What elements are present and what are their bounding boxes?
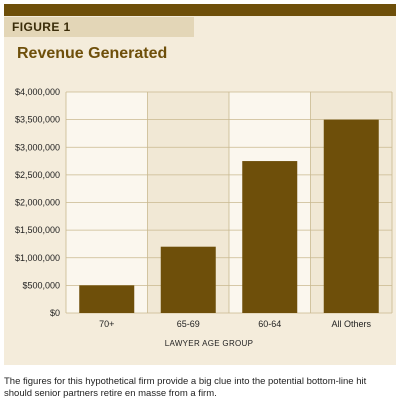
- bars: [79, 119, 379, 313]
- x-tick-label: 65-69: [177, 319, 200, 329]
- x-tick-label: 60-64: [258, 319, 281, 329]
- bar: [160, 246, 216, 313]
- y-axis-ticks: $0 $500,000 $1,000,000 $1,500,000 $2,000,000…: [15, 87, 60, 318]
- bar: [242, 161, 298, 313]
- x-tick-label: 70+: [99, 319, 114, 329]
- y-tick-label: $2,500,000: [15, 170, 60, 180]
- y-tick-label: $0: [50, 308, 60, 318]
- bar-chart: $0 $500,000 $1,000,000 $1,500,000 $2,000,000…: [15, 87, 393, 348]
- y-tick-label: $4,000,000: [15, 87, 60, 97]
- bar: [323, 119, 379, 313]
- y-tick-label: $1,500,000: [15, 225, 60, 235]
- figure-top-bar: [4, 4, 396, 16]
- y-tick-label: $3,500,000: [15, 115, 60, 125]
- x-tick-label: All Others: [331, 319, 371, 329]
- y-tick-label: $1,000,000: [15, 253, 60, 263]
- y-tick-label: $500,000: [22, 280, 60, 290]
- x-axis-ticks: 70+ 65-69 60-64 All Others: [99, 319, 371, 329]
- bar: [79, 285, 135, 313]
- figure-caption: The figures for this hypothetical firm p…: [4, 376, 367, 399]
- x-axis-label: LAWYER AGE GROUP: [165, 339, 254, 348]
- y-tick-label: $2,000,000: [15, 198, 60, 208]
- chart-title: Revenue Generated: [17, 45, 168, 62]
- y-tick-label: $3,000,000: [15, 142, 60, 152]
- figure-label: FIGURE 1: [4, 17, 194, 37]
